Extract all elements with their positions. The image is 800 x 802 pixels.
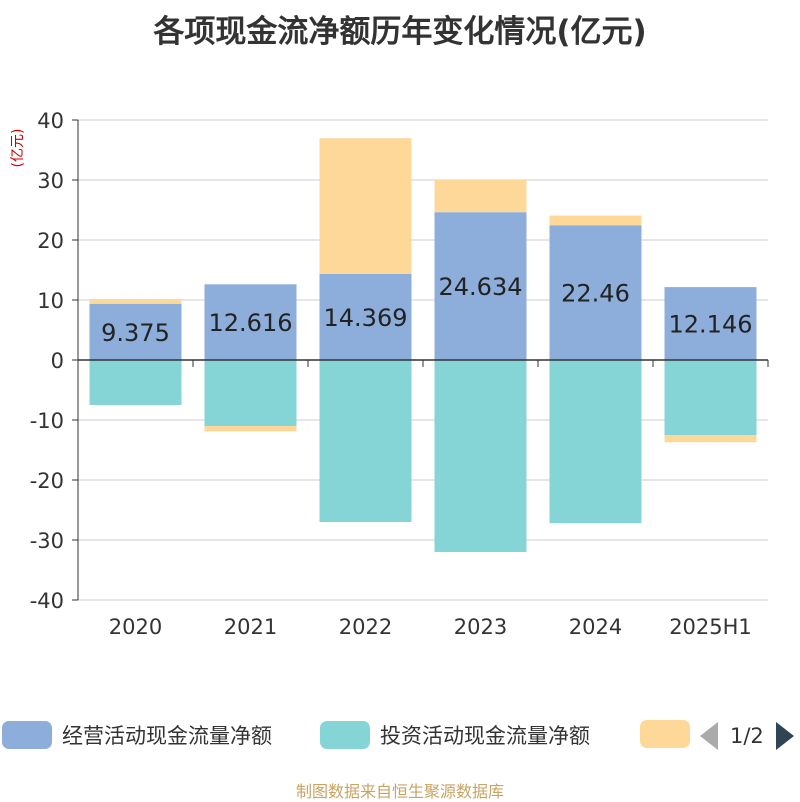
bar-financing-2022: [319, 138, 412, 274]
legend-page-indicator: 1/2: [730, 724, 764, 748]
legend-item-financing[interactable]: [640, 720, 700, 748]
y-tick-label: -10: [30, 409, 64, 433]
data-label-operating-2022: 14.369: [324, 304, 408, 332]
bar-investing-2025H1: [664, 360, 757, 435]
data-label-operating-2024: 22.46: [561, 280, 630, 308]
bar-operating-2025H1: [664, 287, 757, 360]
y-axis-label: (亿元): [10, 129, 26, 168]
chart-title: 各项现金流净额历年变化情况(亿元): [153, 14, 647, 50]
y-tick-label: 0: [51, 349, 64, 373]
data-label-operating-2020: 9.375: [101, 319, 170, 347]
bar-operating-2021: [204, 284, 297, 360]
legend-swatch-investing: [320, 721, 370, 749]
y-tick-label: -30: [30, 529, 64, 553]
bar-investing-2024: [549, 360, 642, 524]
bar-financing-2024: [549, 215, 642, 226]
source-footer: 制图数据来自恒生聚源数据库: [295, 782, 504, 801]
x-tick-label: 2024: [569, 615, 622, 639]
bar-investing-2022: [319, 360, 412, 522]
data-label-operating-2023: 24.634: [439, 273, 523, 301]
y-tick-label: 40: [37, 109, 64, 133]
legend-swatch-financing: [640, 720, 690, 748]
data-label-operating-2021: 12.616: [209, 309, 293, 337]
legend-label-investing: 投资活动现金流量净额: [380, 724, 590, 748]
x-tick-label: 2025H1: [669, 615, 752, 639]
y-tick-label: -40: [30, 589, 64, 613]
bar-investing-2023: [434, 360, 527, 552]
legend-item-operating[interactable]: 经营活动现金流量净额: [2, 720, 272, 750]
bar-layer: [89, 138, 757, 552]
legend: 经营活动现金流量净额 投资活动现金流量净额 1/2: [0, 716, 800, 756]
legend-swatch-operating: [2, 721, 52, 749]
bar-investing-2020: [89, 360, 182, 405]
y-tick-label: 30: [37, 169, 64, 193]
legend-item-investing[interactable]: 投资活动现金流量净额: [320, 720, 590, 750]
bar-financing-2023: [434, 179, 527, 213]
bar-operating-2023: [434, 212, 527, 360]
legend-label-operating: 经营活动现金流量净额: [62, 724, 272, 748]
chevron-right-icon[interactable]: [775, 722, 794, 750]
label-layer: 9.375 12.616 14.369 24.634 22.46 12.146: [101, 273, 752, 347]
x-tick-label: 2021: [224, 615, 277, 639]
x-tick-label: 2022: [339, 615, 392, 639]
data-label-operating-2025H1: 12.146: [669, 311, 753, 339]
grid-layer: [78, 119, 768, 601]
axis-layer: 40 30 20 10 0 -10 -20 -30 -40 (亿元) 2020 2021 2022 202…: [10, 109, 769, 639]
chevron-left-icon[interactable]: [700, 722, 718, 750]
bar-investing-2021: [204, 360, 297, 426]
bar-financing-2021: [204, 426, 297, 432]
x-tick-label: 2020: [109, 615, 162, 639]
y-tick-label: 10: [37, 289, 64, 313]
bar-financing-2025H1: [664, 435, 757, 443]
y-tick-label: -20: [30, 469, 64, 493]
bar-financing-2020: [89, 298, 182, 304]
bar-operating-2022: [319, 273, 412, 360]
bar-operating-2024: [549, 225, 642, 360]
bar-operating-2020: [89, 303, 182, 360]
legend-pager: 1/2: [700, 720, 794, 752]
x-tick-label: 2023: [454, 615, 507, 639]
y-tick-label: 20: [37, 229, 64, 253]
